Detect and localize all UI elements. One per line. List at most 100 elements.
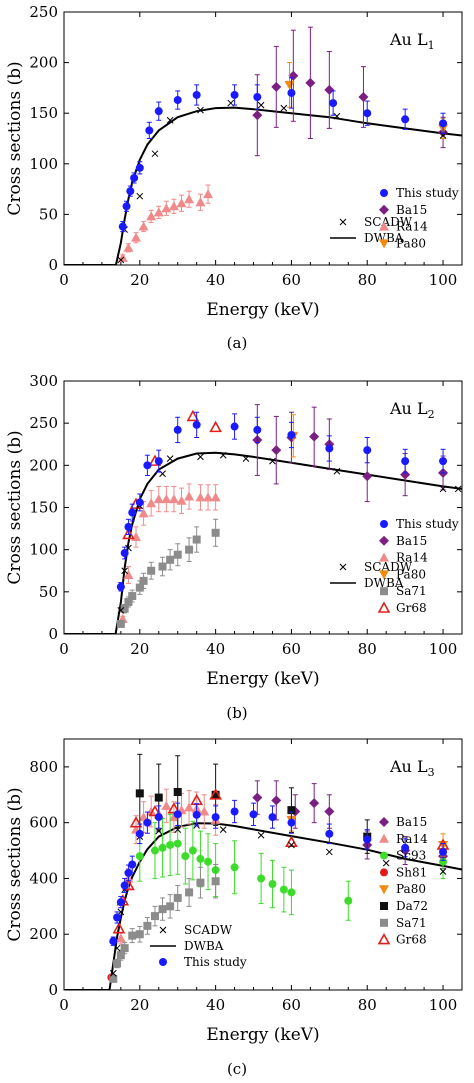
legend-swatch — [339, 218, 347, 226]
data-point — [305, 77, 316, 88]
legend-swatch — [379, 570, 389, 580]
y-tick-label: 100 — [29, 541, 58, 559]
data-point — [309, 798, 320, 809]
data-point — [211, 813, 220, 822]
data-point — [113, 944, 121, 952]
data-point — [161, 800, 172, 810]
data-point — [128, 931, 137, 940]
legend-entry: DWBA — [364, 576, 404, 590]
legend-entry: Ra14 — [396, 220, 428, 234]
series-pa80 — [284, 62, 449, 139]
data-point — [123, 242, 134, 252]
data-point — [130, 173, 139, 182]
series-this-study — [109, 799, 448, 946]
data-point — [195, 492, 206, 502]
data-point — [145, 126, 154, 135]
legend-swatch — [379, 221, 389, 231]
data-point — [154, 793, 163, 802]
x-tick-label: 100 — [429, 996, 458, 1014]
data-point — [124, 597, 133, 606]
data-point — [113, 913, 122, 922]
data-point — [204, 857, 213, 866]
data-point — [253, 93, 262, 102]
legend-swatch — [339, 563, 347, 571]
legend-entry: Ba15 — [396, 534, 427, 548]
x-tick-label: 60 — [282, 996, 301, 1014]
data-point — [184, 802, 195, 812]
x-tick-label: 40 — [206, 996, 225, 1014]
data-point — [253, 425, 262, 434]
data-point — [324, 84, 335, 95]
data-point — [116, 898, 125, 907]
dwba-curve — [64, 451, 462, 634]
legend-entry: Gr68 — [396, 601, 427, 615]
data-point — [287, 888, 296, 897]
data-point — [129, 816, 143, 828]
data-point — [209, 788, 222, 800]
data-point — [363, 446, 372, 455]
data-point — [439, 457, 448, 466]
series-scadw — [117, 99, 447, 264]
x-tick-label: 100 — [429, 640, 458, 658]
y-tick-label: 0 — [48, 981, 58, 999]
data-point — [252, 110, 263, 121]
data-point — [210, 492, 221, 502]
data-point — [118, 222, 127, 231]
data-point — [123, 569, 134, 579]
y-tick-label: 150 — [29, 104, 58, 122]
data-point — [128, 860, 137, 869]
x-tick-label: 0 — [59, 996, 69, 1014]
data-point — [269, 457, 276, 465]
y-tick-label: 200 — [29, 456, 58, 474]
legend-swatch — [380, 851, 388, 860]
data-point — [211, 877, 220, 886]
plot-frame — [63, 11, 463, 266]
legend: SCADW DWBA This study Ba15 Ra14 Sc93 Sh81 Pa80 D… — [150, 815, 428, 969]
x-tick-label: 100 — [429, 271, 458, 289]
data-point — [287, 806, 296, 815]
y-tick-label: 0 — [48, 256, 58, 274]
y-tick-label: 250 — [29, 3, 58, 21]
legend-entry: This study — [396, 186, 459, 200]
legend-swatch — [380, 520, 388, 528]
data-point — [174, 826, 182, 833]
data-point — [150, 912, 159, 921]
data-point — [166, 555, 175, 564]
legend-swatch — [380, 587, 388, 596]
data-point — [196, 878, 205, 887]
data-point — [173, 425, 182, 434]
panel-caption: (b) — [226, 704, 247, 722]
data-point — [166, 116, 174, 124]
data-point — [176, 198, 187, 208]
x-tick-label: 40 — [206, 640, 225, 658]
legend-swatch — [379, 552, 389, 562]
data-layer — [64, 404, 462, 634]
data-point — [197, 106, 204, 114]
legend-entry: Sa71 — [396, 584, 427, 598]
data-point — [109, 969, 117, 977]
data-point — [287, 430, 296, 439]
chart-panel-1: 0 20 40 60 80 100 0 50 100 150 200 250 Energy (keV) C… — [5, 3, 463, 352]
data-point — [185, 545, 194, 554]
data-point — [309, 431, 320, 442]
data-point — [143, 818, 152, 827]
legend-entry: DWBA — [364, 231, 404, 245]
data-point — [257, 831, 265, 839]
data-point — [151, 150, 159, 158]
data-point — [161, 494, 172, 504]
legend-swatch — [159, 926, 167, 934]
data-point — [115, 933, 126, 943]
data-point — [116, 951, 125, 960]
data-point — [161, 203, 172, 213]
data-point — [358, 92, 369, 103]
data-point — [120, 881, 129, 890]
x-tick-label: 0 — [59, 640, 69, 658]
series-sa71 — [109, 864, 220, 983]
data-point — [197, 453, 204, 461]
panel-caption: (c) — [227, 1060, 247, 1078]
data-point — [382, 859, 390, 867]
series-sa71 — [116, 518, 220, 628]
data-point — [158, 843, 167, 852]
data-point — [122, 202, 131, 211]
data-point — [439, 485, 447, 493]
